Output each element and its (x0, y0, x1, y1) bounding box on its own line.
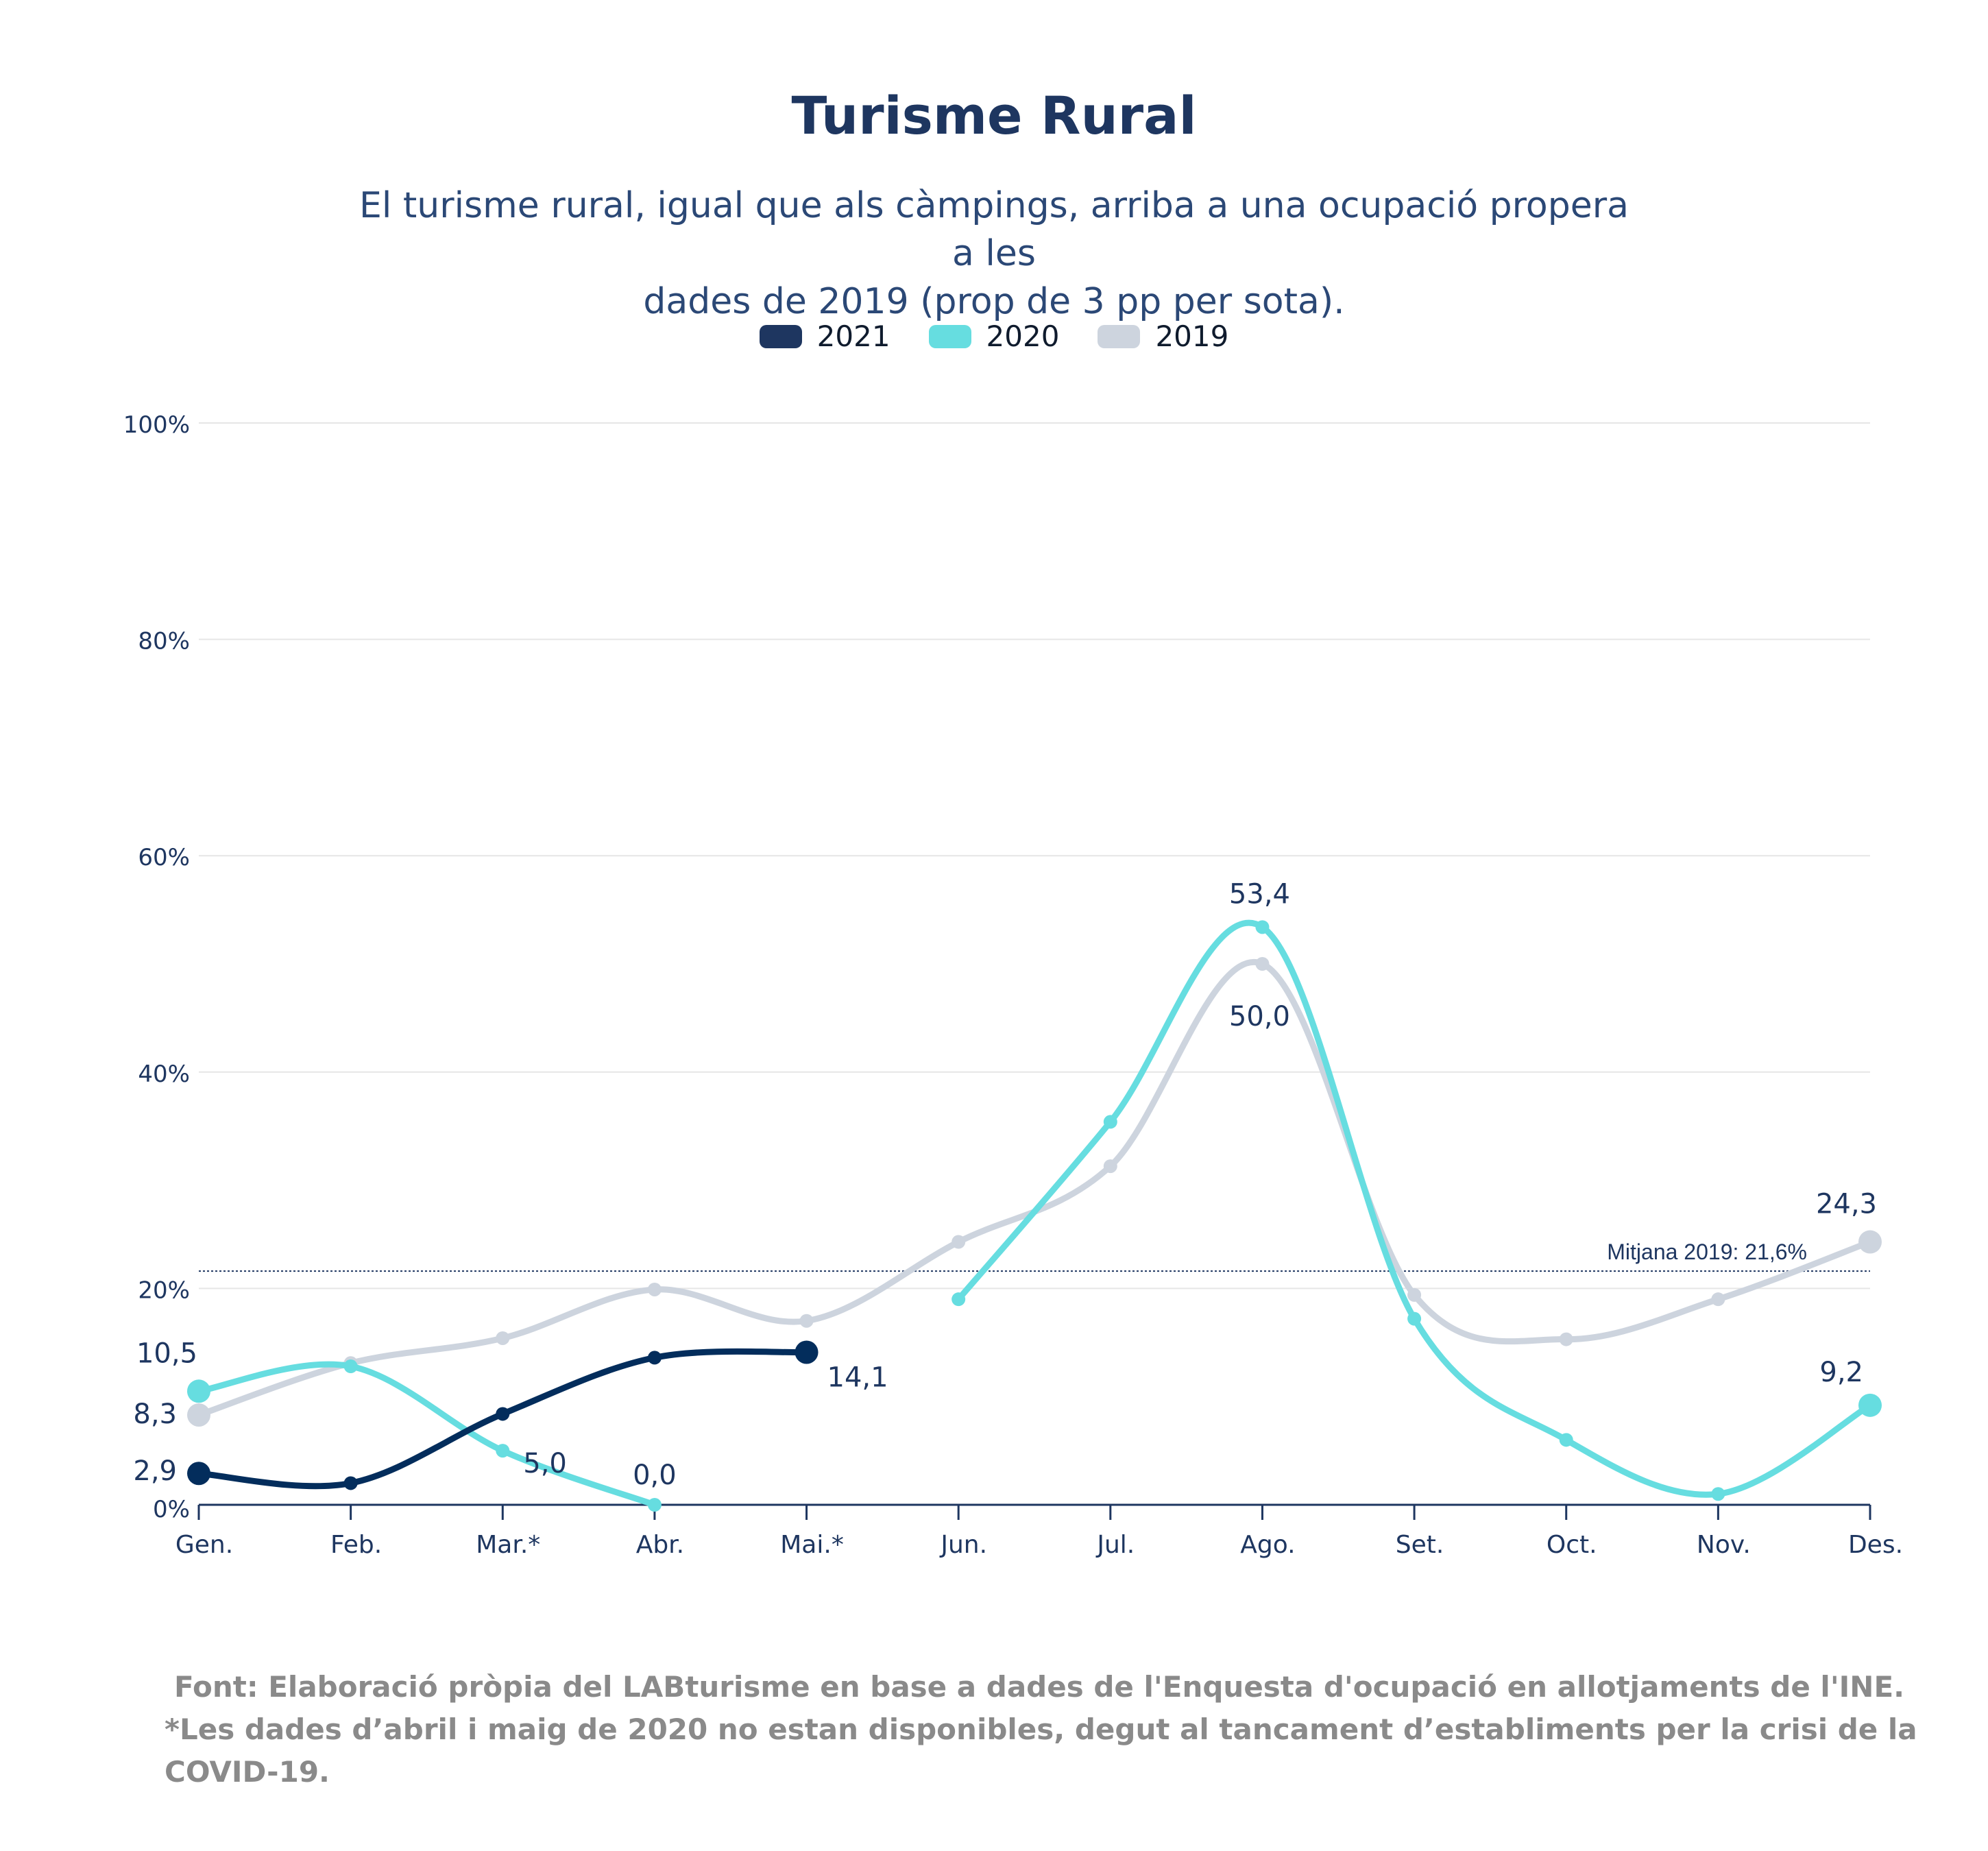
y-tick-label: 40% (138, 1061, 190, 1088)
data-label-2019: 8,3 (133, 1399, 177, 1430)
x-tick-label: Mar.* (476, 1531, 540, 1559)
data-point-2020 (1711, 1487, 1725, 1501)
x-tick-label: Gen. (175, 1531, 233, 1559)
data-point-2020 (951, 1292, 966, 1307)
data-point-2020 (1858, 1393, 1882, 1417)
x-tick-label: Jun. (939, 1531, 987, 1559)
data-point-2020 (496, 1444, 510, 1458)
data-point-2020 (343, 1359, 358, 1374)
x-tick-label: Feb. (330, 1531, 382, 1559)
x-tick-label: Set. (1396, 1531, 1444, 1559)
data-point-2020 (1103, 1115, 1117, 1129)
x-tick-label: Oct. (1547, 1531, 1597, 1559)
data-point-2020 (187, 1379, 210, 1403)
covid-note: *Les dades d’abril i maig de 2020 no est… (165, 1713, 1917, 1789)
data-point-2021 (795, 1340, 819, 1364)
data-point-2019 (1103, 1159, 1117, 1174)
y-tick-label: 20% (138, 1277, 190, 1304)
legend-item-2020[interactable]: 2020 (928, 319, 1060, 353)
data-point-2019 (799, 1314, 814, 1328)
source-note: Font: Elaboració pròpia del LABturisme e… (174, 1670, 1905, 1704)
legend-swatch-2019 (1098, 324, 1141, 348)
x-tick-label: Abr. (636, 1531, 684, 1559)
data-label-2020: 10,5 (136, 1338, 197, 1369)
data-point-2021 (187, 1462, 210, 1486)
chart-subtitle: El turisme rural, igual que als càmpings… (343, 182, 1645, 326)
data-point-2019 (496, 1331, 510, 1345)
chart-legend: 2021 2020 2019 (0, 319, 1988, 353)
legend-swatch-2020 (928, 324, 971, 348)
data-point-2019 (951, 1235, 966, 1249)
data-point-2019 (1711, 1292, 1725, 1307)
data-point-2019 (647, 1282, 662, 1296)
data-point-2019 (1559, 1332, 1573, 1346)
data-label-2021: 2,9 (133, 1455, 177, 1487)
data-point-2021 (647, 1351, 662, 1365)
legend-item-2019[interactable]: 2019 (1098, 319, 1228, 353)
series-line-2020 (955, 919, 1874, 1498)
data-label-2020: 5,0 (523, 1448, 567, 1479)
legend-item-2021[interactable]: 2021 (759, 319, 890, 353)
legend-label-2021: 2021 (816, 319, 890, 353)
data-label-2020: 0,0 (633, 1460, 677, 1491)
data-label-2019: 50,0 (1229, 1001, 1290, 1032)
y-tick-label: 100% (123, 411, 190, 439)
data-point-2019 (1255, 957, 1270, 971)
data-label-2020: 9,2 (1819, 1357, 1863, 1388)
subtitle-line-1: El turisme rural, igual que als càmpings… (359, 185, 1629, 274)
data-point-2019 (187, 1403, 210, 1427)
data-point-2021 (496, 1407, 510, 1421)
x-tick-label: Des. (1848, 1531, 1903, 1559)
chart-footer: Font: Elaboració pròpia del LABturisme e… (165, 1666, 1988, 1793)
data-point-2020 (1559, 1433, 1573, 1447)
legend-label-2020: 2020 (986, 319, 1060, 353)
x-tick-label: Jul. (1095, 1531, 1135, 1559)
data-label-2020: 53,4 (1229, 878, 1290, 910)
data-point-2021 (343, 1476, 358, 1490)
x-tick-label: Mai.* (780, 1531, 844, 1559)
series-line-2020 (195, 1361, 658, 1508)
data-label-2021: 14,1 (827, 1362, 888, 1394)
data-point-2020 (1407, 1311, 1422, 1326)
y-tick-label: 60% (138, 844, 190, 871)
legend-label-2019: 2019 (1155, 319, 1229, 353)
subtitle-line-2: dades de 2019 (prop de 3 pp per sota). (643, 281, 1345, 322)
data-point-2019 (1858, 1230, 1882, 1254)
x-tick-label: Nov. (1697, 1531, 1751, 1559)
legend-swatch-2021 (759, 324, 802, 348)
data-label-2019: 24,3 (1816, 1189, 1877, 1220)
chart-title: Turisme Rural (791, 85, 1197, 146)
series-line-2019 (195, 958, 1874, 1418)
data-point-2019 (1407, 1287, 1422, 1302)
data-point-2020 (647, 1498, 662, 1512)
reference-line-label: Mitjana 2019: 21,6% (1607, 1239, 1807, 1264)
y-tick-label: 0% (153, 1496, 190, 1523)
y-tick-label: 80% (138, 628, 190, 655)
x-tick-label: Ago. (1240, 1531, 1295, 1559)
data-point-2020 (1255, 920, 1270, 934)
